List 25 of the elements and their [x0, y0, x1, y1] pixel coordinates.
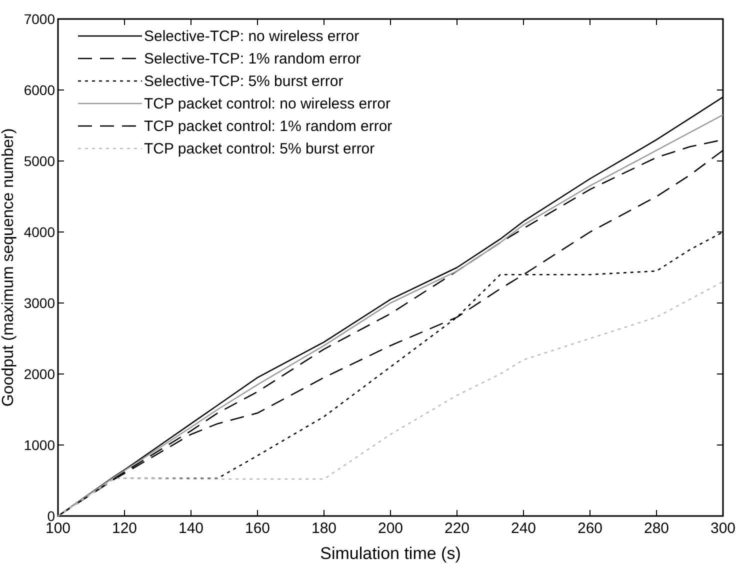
x-tick-label: 140: [178, 520, 204, 537]
x-tick-label: 180: [311, 520, 337, 537]
legend-label: Selective-TCP: 1% random error: [144, 50, 361, 68]
y-tick-label: 2000: [24, 366, 56, 382]
y-tick-label: 3000: [24, 295, 56, 311]
x-tick-label: 220: [444, 520, 470, 537]
y-tick-label: 6000: [24, 82, 56, 98]
y-tick-label: 1000: [24, 437, 56, 453]
x-tick-label: 300: [710, 520, 736, 537]
y-tick-label: 7000: [24, 11, 56, 27]
legend-label: TCP packet control: 5% burst error: [144, 140, 375, 158]
y-tick-label: 4000: [24, 224, 56, 240]
x-axis-title: Simulation time (s): [320, 544, 461, 563]
x-tick-label: 260: [577, 520, 603, 537]
legend-label: TCP packet control: 1% random error: [144, 118, 392, 135]
y-axis-title: Goodput (maximum sequence number): [0, 128, 17, 407]
legend-label: Selective-TCP: no wireless error: [144, 28, 360, 45]
x-tick-label: 120: [112, 520, 138, 537]
legend-label: Selective-TCP: 5% burst error: [144, 73, 344, 90]
x-tick-label: 200: [378, 520, 404, 537]
y-tick-label: 5000: [24, 153, 56, 169]
x-tick-label: 280: [644, 520, 670, 537]
legend-label: TCP packet control: no wireless error: [144, 96, 390, 112]
x-tick-label: 160: [244, 520, 270, 537]
x-tick-label: 240: [510, 520, 536, 537]
